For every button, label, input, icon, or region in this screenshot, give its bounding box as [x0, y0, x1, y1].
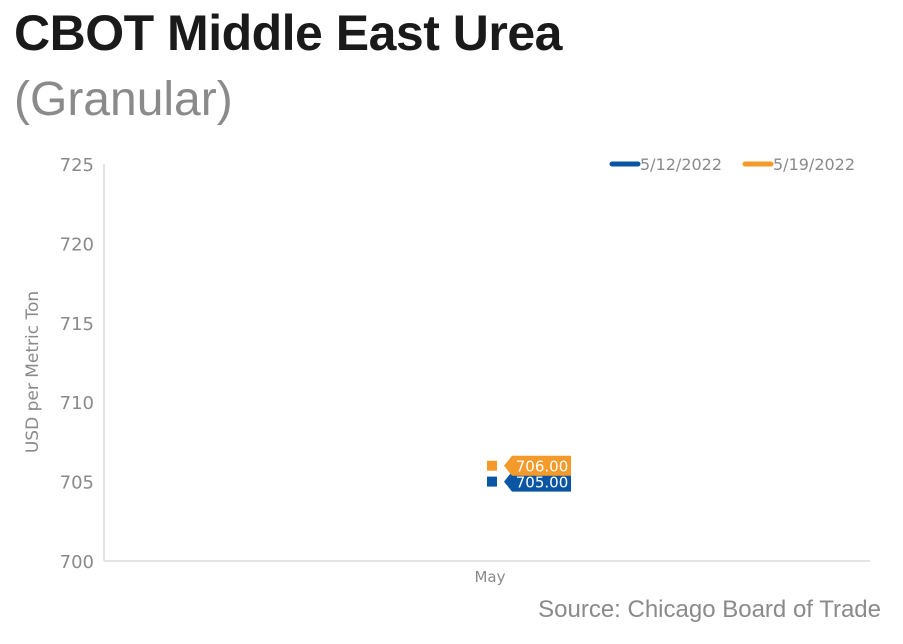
y-axis-label: USD per Metric Ton [23, 291, 43, 453]
source-note: Source: Chicago Board of Trade [538, 596, 881, 623]
y-tick-label: 700 [60, 552, 94, 573]
x-tick-label: May [474, 568, 505, 586]
y-tick-label: 715 [60, 314, 94, 335]
data-label: 706.00 [516, 458, 569, 476]
data-point [487, 460, 497, 471]
data-label: 705.00 [516, 474, 569, 492]
data-point [487, 476, 497, 487]
data-label-bg [504, 471, 571, 492]
legend-label: 5/19/2022 [773, 155, 855, 174]
chart-title: CBOT Middle East Urea [14, 5, 562, 61]
data-label-bg [504, 455, 571, 476]
legend-label: 5/12/2022 [640, 155, 722, 174]
y-tick-label: 705 [60, 473, 94, 494]
y-tick-label: 720 [60, 234, 94, 255]
y-tick-label: 725 [60, 155, 94, 176]
chart-subtitle: (Granular) [14, 73, 233, 126]
y-tick-label: 710 [60, 393, 94, 414]
